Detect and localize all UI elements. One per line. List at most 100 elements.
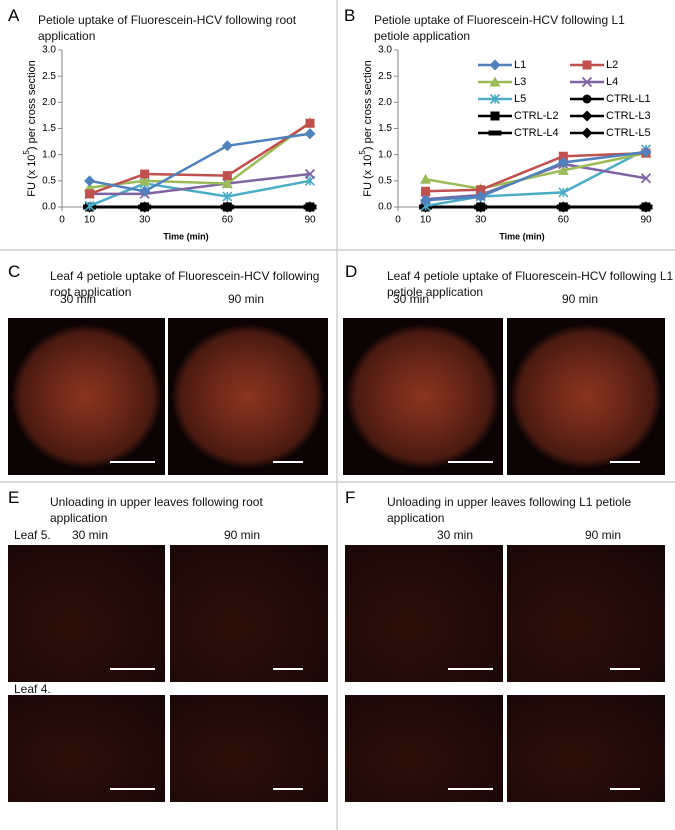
- legend-label: CTRL-L3: [606, 110, 651, 122]
- x-tick-label: 60: [558, 215, 570, 226]
- image-caption: 30 min: [60, 292, 97, 306]
- x-axis-label: Time (min): [163, 231, 208, 241]
- marker: [558, 187, 569, 198]
- marker: [557, 157, 569, 169]
- panel-title: Unloading in upper leaves following root…: [50, 495, 263, 525]
- micrograph: [8, 545, 165, 682]
- image-caption: 30 min: [437, 528, 474, 542]
- x-tick-label: 90: [304, 215, 316, 226]
- image-caption: 30 min: [72, 528, 109, 542]
- y-axis-label-sup: 5: [358, 150, 367, 155]
- y-axis-label: FU (x 105) per cross section: [358, 60, 374, 197]
- scale-bar: [273, 788, 303, 790]
- legend-label: CTRL-L5: [606, 127, 651, 139]
- row-label: Leaf 4.: [14, 682, 51, 696]
- scale-bar: [610, 461, 640, 463]
- marker: [421, 186, 431, 196]
- y-tick-label: 1.5: [42, 123, 56, 134]
- chart-title: Petiole uptake of Fluorescein-HCV follow…: [38, 13, 297, 43]
- legend-label: L3: [514, 76, 526, 88]
- marker: [557, 164, 569, 175]
- marker: [139, 185, 151, 197]
- marker: [85, 189, 95, 199]
- legend-label: CTRL-L1: [606, 93, 651, 105]
- marker: [489, 59, 501, 71]
- marker: [489, 76, 501, 87]
- micrograph: [170, 545, 328, 682]
- micrograph: [507, 545, 665, 682]
- marker: [641, 202, 651, 212]
- marker: [581, 76, 593, 88]
- micrograph: [170, 695, 328, 802]
- micrograph: [345, 695, 503, 802]
- y-tick-label: 0.5: [378, 175, 392, 186]
- y-tick-label: 2.5: [378, 71, 392, 82]
- x-tick-label: 10: [84, 215, 96, 226]
- marker: [305, 202, 315, 212]
- marker: [221, 177, 233, 188]
- marker: [476, 185, 486, 195]
- series-line: [89, 132, 311, 193]
- panel-label: E: [8, 488, 20, 507]
- y-tick-label: 1.0: [378, 149, 392, 160]
- y-axis-label-part: FU (x 10: [362, 155, 374, 197]
- marker: [84, 175, 96, 187]
- scale-bar: [110, 668, 155, 670]
- y-tick-label: 2.0: [378, 97, 392, 108]
- panel-title: Unloading in upper leaves following L1 p…: [387, 495, 632, 525]
- micrograph: [507, 318, 665, 475]
- x-tick-label: 30: [139, 215, 151, 226]
- marker: [490, 111, 500, 121]
- panel-label: C: [8, 262, 21, 281]
- series-line: [425, 151, 647, 190]
- x-tick-label: 30: [475, 215, 487, 226]
- legend-label: L1: [514, 59, 526, 71]
- scale-bar: [110, 461, 155, 463]
- scale-bar: [448, 461, 493, 463]
- micrograph: [345, 545, 503, 682]
- marker: [222, 191, 233, 202]
- scale-bar: [610, 668, 640, 670]
- y-tick-label: 2.0: [42, 97, 56, 108]
- series-line: [425, 151, 647, 193]
- x-tick-label: 60: [222, 215, 234, 226]
- micrograph: [343, 318, 503, 475]
- panel-label: B: [344, 6, 356, 25]
- y-tick-label: 1.0: [42, 149, 56, 160]
- y-axis-label-part: ) per cross section: [362, 60, 374, 150]
- x-tick-label: 90: [640, 215, 652, 226]
- panel-title: Leaf 4 petiole uptake of Fluorescein-HCV…: [387, 269, 674, 299]
- y-tick-label: 0.0: [378, 202, 392, 213]
- micrograph: [8, 695, 165, 802]
- y-tick-label: 0.0: [42, 202, 56, 213]
- legend-label: L5: [514, 93, 526, 105]
- y-axis-label: FU (x 105) per cross section: [22, 60, 38, 197]
- marker: [84, 200, 95, 212]
- legend-label: CTRL-L2: [514, 110, 559, 122]
- legend-label: L4: [606, 76, 618, 88]
- x-axis-label: Time (min): [499, 231, 544, 241]
- legend-label: L2: [606, 59, 618, 71]
- x-tick-label: 0: [59, 215, 65, 226]
- marker: [140, 202, 150, 212]
- marker: [475, 191, 487, 203]
- y-axis-label-part: FU (x 10: [26, 155, 38, 197]
- y-axis-label-part: ) per cross section: [26, 60, 38, 150]
- scale-bar: [448, 668, 493, 670]
- y-tick-label: 2.5: [42, 71, 56, 82]
- scale-bar: [448, 788, 493, 790]
- marker: [304, 128, 316, 140]
- chart-title: Petiole uptake of Fluorescein-HCV follow…: [374, 13, 625, 43]
- marker: [305, 118, 315, 128]
- marker: [221, 140, 233, 152]
- micrograph: [168, 318, 328, 475]
- panel-title: Leaf 4 petiole uptake of Fluorescein-HCV…: [50, 269, 320, 299]
- marker: [476, 202, 486, 212]
- marker: [222, 171, 232, 181]
- marker: [139, 175, 151, 186]
- marker: [488, 130, 502, 136]
- micrograph: [507, 695, 665, 802]
- scale-bar: [110, 788, 155, 790]
